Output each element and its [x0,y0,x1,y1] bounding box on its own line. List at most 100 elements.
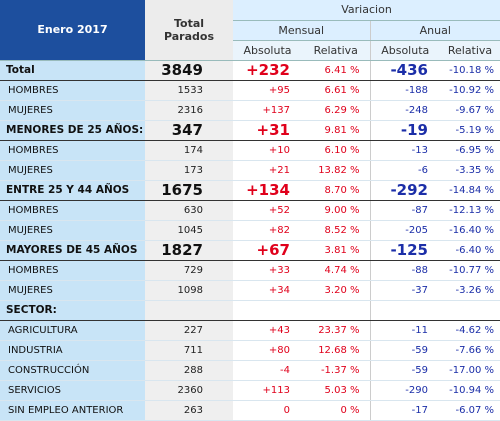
total-value: 1098 [145,280,233,301]
monthly-relative: 12.68 % [302,340,370,361]
annual-relative: -7.66 % [440,340,500,361]
monthly-absolute: +33 [233,260,302,281]
annual-absolute: -19 [369,120,440,141]
total-value [145,300,233,321]
row-label: MUJERES [0,160,145,181]
annual-absolute: -37 [369,280,440,301]
row-label: MENORES DE 25 AÑOS: [0,120,145,141]
annual-absolute: -436 [369,60,440,81]
row-label: HOMBRES [0,80,145,101]
table-row: INDUSTRIA 711 +80 12.68 % -59 -7.66 % [0,340,500,361]
table-row: SIN EMPLEO ANTERIOR 263 0 0 % -17 -6.07 % [0,400,500,421]
monthly-relative: 23.37 % [302,320,370,341]
monthly-absolute: +82 [233,220,302,241]
total-value: 1045 [145,220,233,241]
annual-absolute: -248 [369,100,440,121]
row-label: MUJERES [0,280,145,301]
annual-relative: -5.19 % [440,120,500,141]
monthly-absolute: +134 [233,180,302,201]
total-value: 711 [145,340,233,361]
monthly-absolute: +137 [233,100,302,121]
monthly-relative: 5.03 % [302,380,370,401]
annual-absolute: -6 [369,160,440,181]
annual-relative: -12.13 % [440,200,500,221]
table-row: Total 3849 +232 6.41 % -436 -10.18 % [0,60,500,81]
row-label: MUJERES [0,220,145,241]
annual-relative: -14.84 % [440,180,500,201]
column-header: Relativa [440,40,500,61]
total-value: 263 [145,400,233,421]
annual-relative: -10.77 % [440,260,500,281]
row-label: HOMBRES [0,140,145,161]
annual-absolute: -205 [369,220,440,241]
monthly-relative: 13.82 % [302,160,370,181]
annual-absolute: -292 [369,180,440,201]
row-label: SECTOR: [0,300,145,321]
annual-relative: -10.94 % [440,380,500,401]
annual-absolute: -13 [369,140,440,161]
total-value: 1675 [145,180,233,201]
monthly-relative: 8.70 % [302,180,370,201]
annual-relative: -16.40 % [440,220,500,241]
total-value: 2360 [145,380,233,401]
total-value: 630 [145,200,233,221]
monthly-absolute: +67 [233,240,302,261]
annual-absolute [369,300,440,321]
total-header: Total Parados [145,0,233,61]
table-row: MUJERES 2316 +137 6.29 % -248 -9.67 % [0,100,500,121]
table-row: SERVICIOS 2360 +113 5.03 % -290 -10.94 % [0,380,500,401]
monthly-absolute: +232 [233,60,302,81]
annual-absolute: -290 [369,380,440,401]
monthly-relative: 3.81 % [302,240,370,261]
row-label: HOMBRES [0,260,145,281]
annual-absolute: -11 [369,320,440,341]
annual-absolute: -59 [369,340,440,361]
total-value: 347 [145,120,233,141]
table-row: HOMBRES 174 +10 6.10 % -13 -6.95 % [0,140,500,161]
annual-relative: -9.67 % [440,100,500,121]
annual-absolute: -59 [369,360,440,381]
monthly-absolute: +31 [233,120,302,141]
table-row: MENORES DE 25 AÑOS: 347 +31 9.81 % -19 -5.19 … [0,120,500,141]
table-row: CONSTRUCCIÓN 288 -4 -1.37 % -59 -17.00 % [0,360,500,381]
annual-relative: -3.26 % [440,280,500,301]
annual-relative: -6.07 % [440,400,500,421]
annual-relative [440,300,500,321]
monthly-absolute: +113 [233,380,302,401]
table-row: AGRICULTURA 227 +43 23.37 % -11 -4.62 % [0,320,500,341]
table-row: MAYORES DE 45 AÑOS 1827 +67 3.81 % -125 -6.40… [0,240,500,261]
row-label: ENTRE 25 Y 44 AÑOS [0,180,145,201]
annual-relative: -10.92 % [440,80,500,101]
row-label: CONSTRUCCIÓN [0,360,145,381]
row-label: Total [0,60,145,81]
annual-absolute: -17 [369,400,440,421]
table-row: HOMBRES 1533 +95 6.61 % -188 -10.92 % [0,80,500,101]
monthly-absolute: +52 [233,200,302,221]
row-label: SIN EMPLEO ANTERIOR [0,400,145,421]
monthly-relative [302,300,370,321]
monthly-absolute: +34 [233,280,302,301]
row-label: HOMBRES [0,200,145,221]
monthly-header: Mensual [233,20,370,41]
monthly-relative: 6.41 % [302,60,370,81]
column-header: Absoluta [233,40,302,61]
monthly-relative: 6.29 % [302,100,370,121]
total-value: 729 [145,260,233,281]
total-value: 3849 [145,60,233,81]
table-row: SECTOR: [0,300,500,321]
monthly-relative: 6.10 % [302,140,370,161]
monthly-relative: 6.61 % [302,80,370,101]
row-label: INDUSTRIA [0,340,145,361]
table-row: ENTRE 25 Y 44 AÑOS 1675 +134 8.70 % -292 -14.… [0,180,500,201]
monthly-relative: 9.00 % [302,200,370,221]
total-value: 173 [145,160,233,181]
table-row: HOMBRES 729 +33 4.74 % -88 -10.77 % [0,260,500,281]
monthly-absolute [233,300,302,321]
variation-header: Variacion [233,0,500,21]
monthly-relative: 9.81 % [302,120,370,141]
period-header: Enero 2017 [0,0,145,61]
table-row: HOMBRES 630 +52 9.00 % -87 -12.13 % [0,200,500,221]
table-row: MUJERES 173 +21 13.82 % -6 -3.35 % [0,160,500,181]
annual-absolute: -125 [369,240,440,261]
